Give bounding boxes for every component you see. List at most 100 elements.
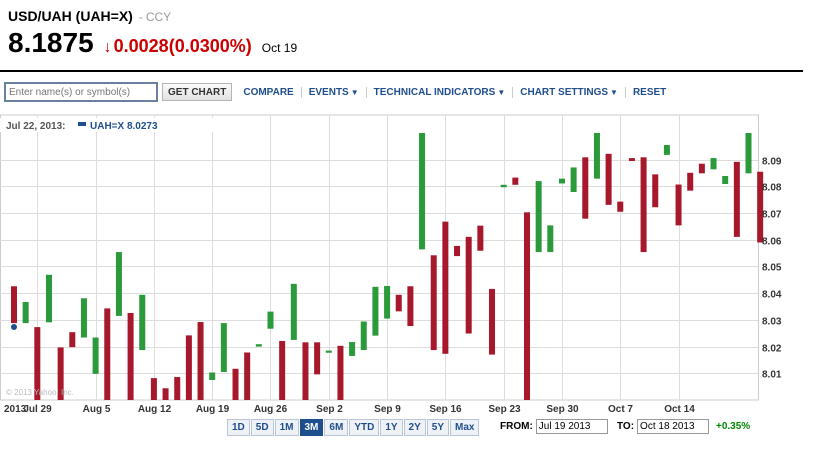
candle-up <box>547 225 554 253</box>
symbol-search-input[interactable] <box>4 82 158 102</box>
candle-down <box>104 308 111 400</box>
y-tick-label: 8.02 <box>762 344 782 355</box>
candle-up <box>290 283 297 340</box>
candle-down <box>465 236 472 334</box>
candle-down <box>675 184 682 226</box>
candle-down <box>337 345 344 400</box>
candle-up <box>745 133 752 174</box>
candle-down <box>185 335 192 400</box>
candle-down <box>127 312 134 400</box>
candle-down <box>640 157 647 253</box>
candle-down <box>687 172 694 191</box>
symbol-title: USD/UAH (UAH=X) <box>8 8 133 24</box>
candle-down <box>232 368 239 400</box>
from-date-input[interactable]: Jul 19 2013 <box>535 419 608 434</box>
y-tick-label: 8.06 <box>762 237 782 248</box>
events-menu[interactable]: EVENTS ▼ <box>302 86 367 98</box>
range-button-3m[interactable]: 3M <box>299 419 324 436</box>
to-date-input[interactable]: Oct 18 2013 <box>637 419 710 434</box>
candle-up <box>209 372 216 380</box>
range-button-2y[interactable]: 2Y <box>403 419 426 436</box>
compare-link[interactable]: COMPARE <box>236 86 302 98</box>
to-label: TO: <box>617 421 635 432</box>
y-tick-label: 8.07 <box>762 210 782 221</box>
candle-up <box>593 133 600 179</box>
candle-up <box>22 302 29 324</box>
x-tick-label: Aug 12 <box>138 404 172 415</box>
candle-down <box>523 212 530 400</box>
chart-area[interactable]: 8.01 8.02 8.03 8.04 8.05 8.06 8.07 8.08 8.09 201… <box>0 112 818 417</box>
candle-up <box>80 298 87 338</box>
range-button-6m[interactable]: 6M <box>324 419 349 436</box>
chart-settings-menu[interactable]: CHART SETTINGS ▼ <box>513 86 626 98</box>
y-tick-label: 8.01 <box>762 370 782 381</box>
candle-up <box>267 311 274 329</box>
candle-up <box>325 350 332 353</box>
candle-down <box>279 340 286 400</box>
candle-up <box>663 145 670 155</box>
candle-up <box>535 181 542 253</box>
range-button-max[interactable]: Max <box>450 419 480 436</box>
x-tick-label: Sep 2 <box>316 404 343 415</box>
to-date: TO: Oct 18 2013 <box>617 419 710 434</box>
x-tick-label: 2013 <box>4 404 27 415</box>
technical-indicators-menu[interactable]: TECHNICAL INDICATORS ▼ <box>367 86 514 98</box>
candle-down <box>652 174 659 208</box>
range-button-1d[interactable]: 1D <box>227 419 250 436</box>
candle-down <box>477 225 484 251</box>
toolbar-links: COMPARE EVENTS ▼ TECHNICAL INDICATORS ▼ CH… <box>236 86 673 98</box>
range-selector: 1D 5D 1M 3M 6M YTD 1Y 2Y 5Y Max <box>227 419 480 436</box>
legend-date: Jul 22, 2013: <box>6 121 65 132</box>
legend-series-swatch <box>78 122 86 126</box>
candle-up <box>220 323 227 372</box>
candle-down <box>395 294 402 312</box>
x-tick-label: Sep 16 <box>429 404 462 415</box>
range-button-1m[interactable]: 1M <box>274 419 299 436</box>
candle-down <box>454 245 461 257</box>
y-tick-label: 8.05 <box>762 263 782 274</box>
x-tick-label: Sep 23 <box>488 404 521 415</box>
caret-down-icon: ▼ <box>610 87 618 97</box>
legend-background <box>0 118 250 132</box>
candle-up <box>255 344 262 347</box>
candle-down <box>314 342 321 375</box>
reset-label: RESET <box>632 86 667 98</box>
candle-down <box>302 342 309 400</box>
technical-indicators-label: TECHNICAL INDICATORS <box>373 86 496 98</box>
candle-down <box>174 377 181 400</box>
ccy-label: CCY <box>145 10 172 24</box>
candle-down <box>11 286 17 324</box>
range-button-5d[interactable]: 5D <box>250 419 274 436</box>
candle-down <box>698 163 705 174</box>
price-change: 0.0028 <box>113 36 169 56</box>
reset-link[interactable]: RESET <box>626 87 673 98</box>
y-tick-label: 8.04 <box>762 290 782 301</box>
range-button-1y[interactable]: 1Y <box>380 419 403 436</box>
events-label: EVENTS <box>308 86 349 98</box>
price-chart[interactable]: 8.01 8.02 8.03 8.04 8.05 8.06 8.07 8.08 8.09 201… <box>0 112 818 417</box>
caret-down-icon: ▼ <box>350 87 359 97</box>
period-change: +0.35% <box>716 421 751 432</box>
range-button-ytd[interactable]: YTD <box>349 419 380 436</box>
candle-up <box>558 178 565 184</box>
candle-down <box>582 157 589 219</box>
candle-down <box>733 161 740 237</box>
candle-down <box>197 322 204 400</box>
candle-up <box>349 342 356 356</box>
candle-down <box>162 388 169 400</box>
x-tick-label: Sep 30 <box>546 404 579 415</box>
caret-down-icon: ▼ <box>497 87 506 97</box>
range-button-5y[interactable]: 5Y <box>426 419 450 436</box>
legend-series-label: UAH=X 8.0273 <box>90 121 158 132</box>
candle-up <box>500 184 507 188</box>
chart-toolbar: GET CHART COMPARE EVENTS▼ TECHNICAL INDI… <box>4 81 673 103</box>
price-date: Oct 19 <box>261 41 298 55</box>
ccy-dash: - <box>138 10 143 24</box>
candle-up <box>710 158 717 170</box>
get-chart-button[interactable]: GET CHART <box>162 83 233 101</box>
chart-legend: Jul 22, 2013: UAH=X 8.0273 <box>0 118 250 132</box>
y-tick-label: 8.08 <box>762 183 782 194</box>
candle-down <box>69 332 76 348</box>
y-tick-label: 8.09 <box>762 157 782 168</box>
candle-down <box>442 221 449 354</box>
